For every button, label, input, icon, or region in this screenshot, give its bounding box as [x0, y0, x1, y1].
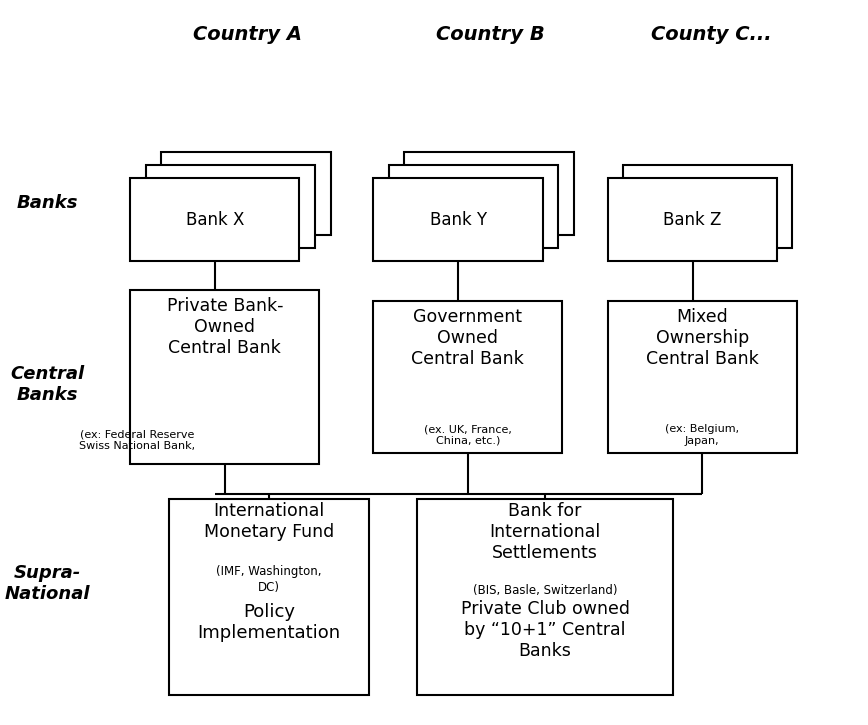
Bar — [146, 165, 315, 248]
Text: Country B: Country B — [436, 25, 545, 44]
Text: International
Monetary Fund: International Monetary Fund — [204, 502, 334, 542]
Text: Bank Z: Bank Z — [663, 211, 722, 228]
Bar — [404, 152, 574, 235]
Bar — [130, 290, 319, 464]
Text: Mixed
Ownership
Central Bank: Mixed Ownership Central Bank — [646, 308, 759, 368]
Text: (ex: Federal Reserve
Swiss National Bank,: (ex: Federal Reserve Swiss National Bank… — [79, 429, 195, 451]
Text: County C...: County C... — [652, 25, 772, 44]
Bar — [608, 301, 797, 453]
Text: Central
Banks: Central Banks — [10, 365, 85, 404]
Bar — [373, 178, 542, 261]
Bar — [373, 301, 562, 453]
Text: Bank for
International
Settlements: Bank for International Settlements — [490, 502, 601, 562]
Text: (ex. UK, France,
China, etc.): (ex. UK, France, China, etc.) — [424, 424, 512, 446]
Text: (ex: Belgium,
Japan,: (ex: Belgium, Japan, — [665, 424, 740, 446]
Bar — [169, 499, 369, 695]
Bar — [608, 178, 777, 261]
Bar — [161, 152, 331, 235]
Text: Supra-
National: Supra- National — [5, 564, 90, 603]
Text: Private Bank-
Owned
Central Bank: Private Bank- Owned Central Bank — [167, 297, 283, 357]
Text: Government
Owned
Central Bank: Government Owned Central Bank — [411, 308, 524, 368]
Text: (IMF, Washington,
DC): (IMF, Washington, DC) — [216, 566, 322, 594]
Bar — [130, 178, 299, 261]
Bar — [623, 165, 792, 248]
Text: (BIS, Basle, Switzerland): (BIS, Basle, Switzerland) — [473, 584, 617, 597]
Text: Banks: Banks — [17, 194, 78, 212]
Text: Policy
Implementation: Policy Implementation — [198, 603, 340, 642]
Text: Bank X: Bank X — [186, 211, 245, 228]
Text: Private Club owned
by “10+1” Central
Banks: Private Club owned by “10+1” Central Ban… — [461, 600, 629, 660]
Text: Bank Y: Bank Y — [430, 211, 487, 228]
Bar — [389, 165, 558, 248]
Bar — [417, 499, 673, 695]
Text: Country A: Country A — [193, 25, 302, 44]
